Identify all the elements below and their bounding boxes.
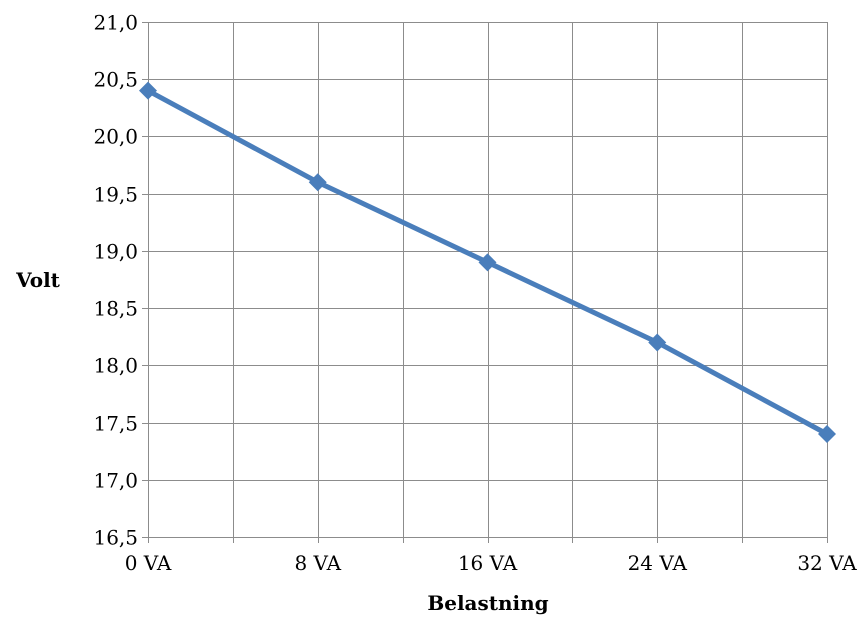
x-axis-title: Belastning bbox=[427, 591, 548, 615]
y-tick-label: 17,5 bbox=[93, 412, 138, 436]
y-tick-label: 18,5 bbox=[93, 297, 138, 321]
y-tick-label: 16,5 bbox=[93, 526, 138, 550]
axes bbox=[142, 22, 828, 543]
data-point-marker bbox=[139, 81, 157, 100]
x-tick-label: 16 VA bbox=[458, 551, 518, 575]
y-tick-label: 19,0 bbox=[93, 240, 138, 264]
data-point-marker bbox=[648, 333, 667, 352]
data-point-marker bbox=[818, 425, 836, 443]
grid bbox=[148, 22, 828, 538]
y-axis-title: Volt bbox=[15, 268, 61, 292]
x-tick-labels: 0 VA 8 VA 16 VA 24 VA 32 VA bbox=[125, 551, 858, 575]
y-tick-label: 20,0 bbox=[93, 125, 138, 149]
y-tick-label: 17,0 bbox=[93, 469, 138, 493]
x-tick-label: 8 VA bbox=[294, 551, 341, 575]
y-tick-labels: 21,0 20,5 20,0 19,5 19,0 18,5 18,0 17,5 17,0 16,5 bbox=[93, 11, 138, 550]
x-tick-label: 24 VA bbox=[628, 551, 688, 575]
series-group bbox=[139, 81, 836, 443]
y-tick-label: 20,5 bbox=[93, 68, 138, 92]
y-tick-label: 21,0 bbox=[93, 11, 138, 35]
data-point-marker bbox=[308, 173, 327, 192]
x-tick-label: 32 VA bbox=[797, 551, 857, 575]
y-tick-label: 19,5 bbox=[93, 183, 138, 207]
x-tick-label: 0 VA bbox=[125, 551, 172, 575]
y-tick-label: 18,0 bbox=[93, 354, 138, 378]
data-point-marker bbox=[478, 253, 497, 272]
